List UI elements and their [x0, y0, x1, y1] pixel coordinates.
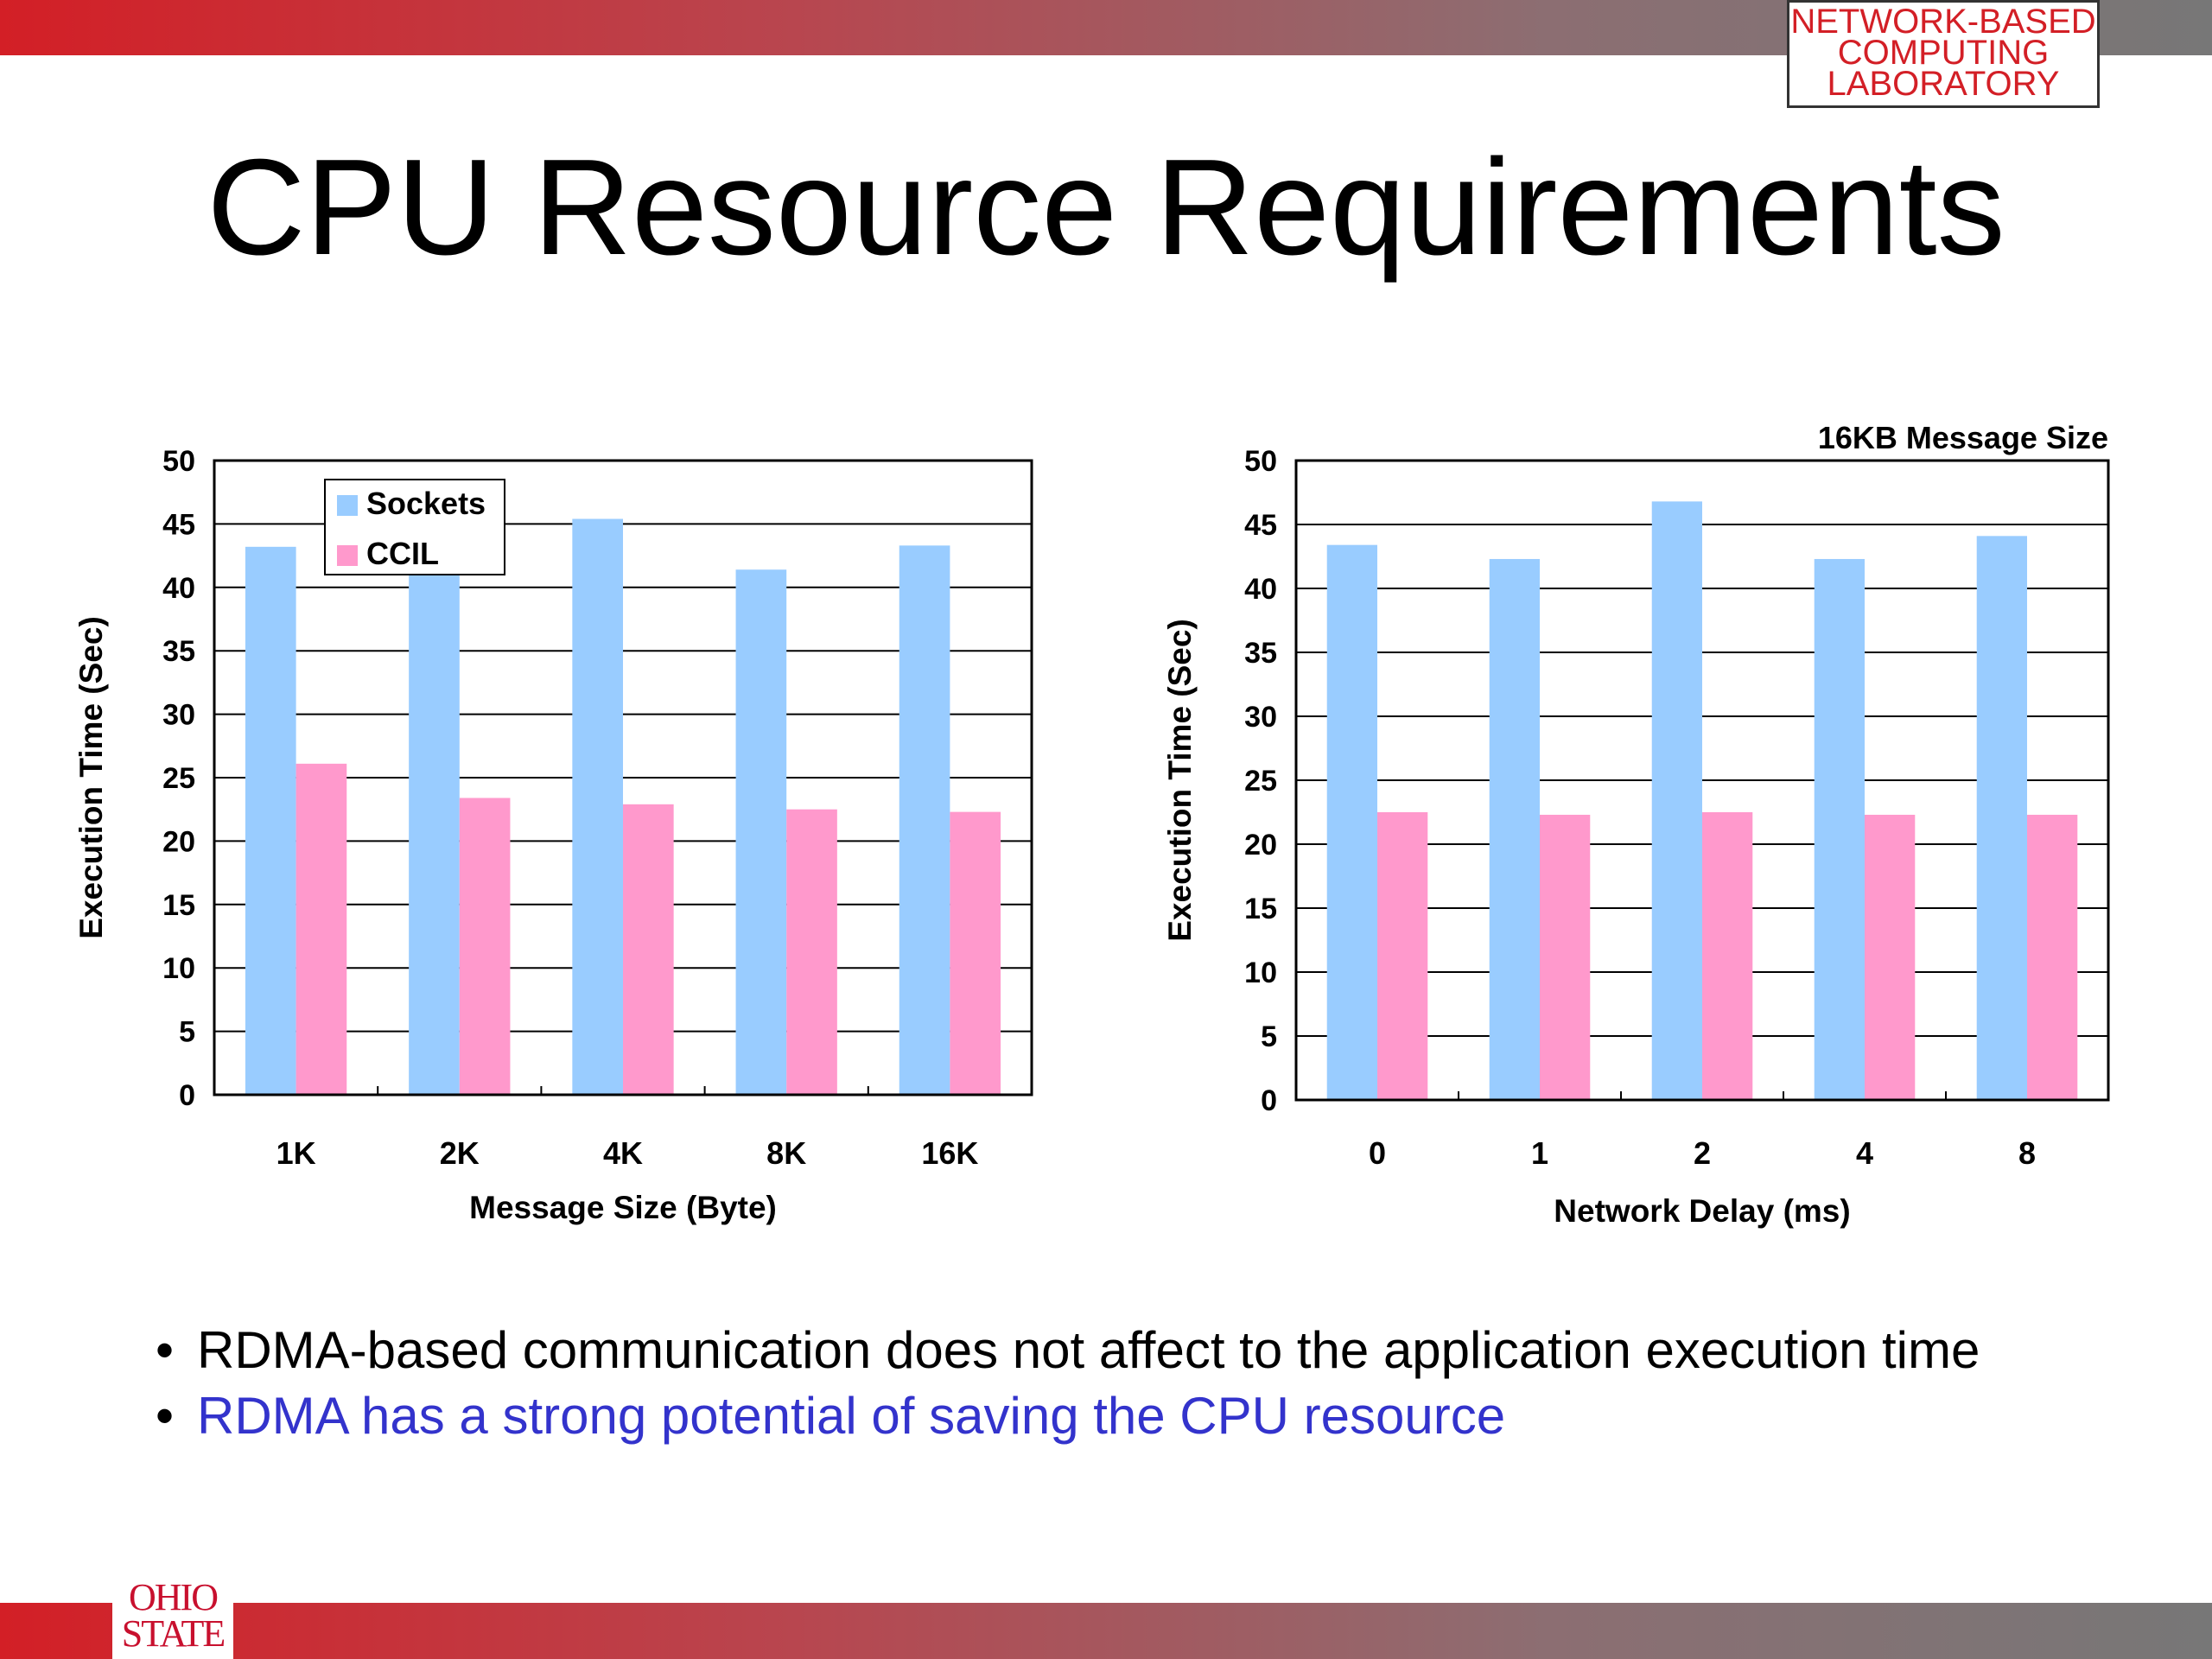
- bar-sockets-4: [1814, 558, 1865, 1100]
- osu-logo-line-1: OHIO: [129, 1576, 219, 1618]
- bar-ccil-4k: [623, 804, 674, 1095]
- bullet-item: • RDMA-based communication does not affe…: [156, 1318, 2143, 1383]
- y-tick-label: 15: [162, 889, 195, 922]
- y-tick-label: 40: [162, 572, 195, 605]
- y-tick-label: 45: [1244, 509, 1277, 542]
- x-tick-label: 2K: [440, 1135, 480, 1171]
- y-tick-label: 25: [162, 762, 195, 795]
- y-axis-label: Execution Time (Sec): [1162, 619, 1198, 942]
- message-size-chart: 0 5 10 15 20 25 30 35 40 45 50 1K 2K 4K 8K 16K Message S…: [73, 445, 1033, 1225]
- lab-logo-line-2: COMPUTING: [1837, 34, 2050, 72]
- bar-ccil-4: [1865, 814, 1916, 1100]
- network-based-computing-laboratory-logo: NETWORK-BASED COMPUTING LABORATORY: [1787, 0, 2100, 108]
- lab-logo-line-3: LABORATORY: [1827, 65, 2060, 103]
- bar-sockets-1: [1489, 558, 1540, 1100]
- bar-ccil-8: [2027, 814, 2078, 1100]
- x-axis-label: Network Delay (ms): [1554, 1193, 1850, 1229]
- y-tick-label: 0: [179, 1079, 195, 1112]
- bar-sockets-16k: [899, 545, 950, 1095]
- bullet-dot: •: [156, 1387, 175, 1445]
- y-tick-label: 35: [1244, 637, 1277, 670]
- x-tick-label: 0: [1369, 1135, 1386, 1171]
- y-tick-label: 45: [162, 508, 195, 541]
- y-tick-label: 50: [162, 445, 195, 478]
- bar-ccil-2: [1702, 812, 1753, 1100]
- y-axis-label: Execution Time (Sec): [73, 616, 109, 939]
- bullet-dot: •: [156, 1321, 175, 1379]
- x-tick-label: 1: [1531, 1135, 1548, 1171]
- slide-title: CPU Resource Requirements: [207, 131, 2005, 283]
- x-tick-label: 4K: [603, 1135, 643, 1171]
- x-tick-label: 8K: [766, 1135, 806, 1171]
- x-tick-label: 4: [1856, 1135, 1873, 1171]
- y-tick-label: 0: [1261, 1084, 1277, 1117]
- x-tick-label: 1K: [276, 1135, 316, 1171]
- y-tick-label: 10: [162, 952, 195, 985]
- plot-frame: [1294, 459, 2110, 1102]
- y-tick-label: 15: [1244, 893, 1277, 925]
- lab-logo-line-1: NETWORK-BASED: [1790, 3, 2096, 41]
- chart-title: 16KB Message Size: [1818, 420, 2108, 455]
- bar-ccil-1: [1540, 814, 1591, 1100]
- bar-sockets-2k: [409, 565, 460, 1095]
- network-delay-chart: 0 5 10 15 20 25 30 35 40 45 50 0 1 2 4 8 Network Delay (…: [1162, 420, 2110, 1229]
- y-tick-label: 5: [179, 1016, 195, 1049]
- x-axis-label: Message Size (Byte): [469, 1190, 777, 1225]
- bar-sockets-2: [1651, 501, 1702, 1100]
- bullet-text-2: RDMA has a strong potential of saving th…: [197, 1387, 1506, 1445]
- bar-ccil-16k: [950, 811, 1001, 1095]
- y-tick-label: 50: [1244, 445, 1277, 478]
- y-tick-label: 10: [1244, 957, 1277, 989]
- bullet-item: • RDMA has a strong potential of saving …: [156, 1383, 2143, 1449]
- legend-swatch-ccil: [337, 545, 358, 566]
- bullet-text-1: RDMA-based communication does not affect…: [197, 1321, 1980, 1379]
- bar-sockets-1k: [245, 546, 296, 1095]
- y-tick-label: 30: [1244, 701, 1277, 734]
- bar-sockets-8k: [735, 569, 787, 1095]
- y-tick-label: 20: [162, 825, 195, 858]
- y-tick-label: 20: [1244, 829, 1277, 861]
- legend-swatch-sockets: [337, 495, 358, 516]
- bar-sockets-4k: [572, 518, 623, 1095]
- ohio-state-logo: OHIO STATE: [112, 1571, 233, 1659]
- legend-label-ccil: CCIL: [366, 536, 439, 571]
- legend-label-sockets: Sockets: [366, 486, 486, 521]
- x-tick-label: 16K: [921, 1135, 978, 1171]
- y-tick-label: 35: [162, 635, 195, 668]
- x-tick-label: 8: [2018, 1135, 2036, 1171]
- y-tick-label: 25: [1244, 765, 1277, 798]
- bottom-footer-band: [0, 1603, 2212, 1659]
- bar-ccil-2k: [459, 798, 511, 1095]
- bar-sockets-8: [1976, 536, 2027, 1100]
- bar-sockets-0: [1326, 544, 1377, 1100]
- bar-ccil-0: [1377, 812, 1428, 1100]
- bullet-list: • RDMA-based communication does not affe…: [156, 1318, 2143, 1449]
- y-tick-label: 5: [1261, 1020, 1277, 1053]
- x-tick-label: 2: [1694, 1135, 1711, 1171]
- plot-frame: [213, 459, 1033, 1096]
- osu-logo-line-2: STATE: [121, 1612, 226, 1655]
- bar-ccil-8k: [786, 809, 837, 1095]
- y-tick-label: 40: [1244, 573, 1277, 606]
- bar-ccil-1k: [296, 763, 347, 1095]
- y-tick-label: 30: [162, 699, 195, 732]
